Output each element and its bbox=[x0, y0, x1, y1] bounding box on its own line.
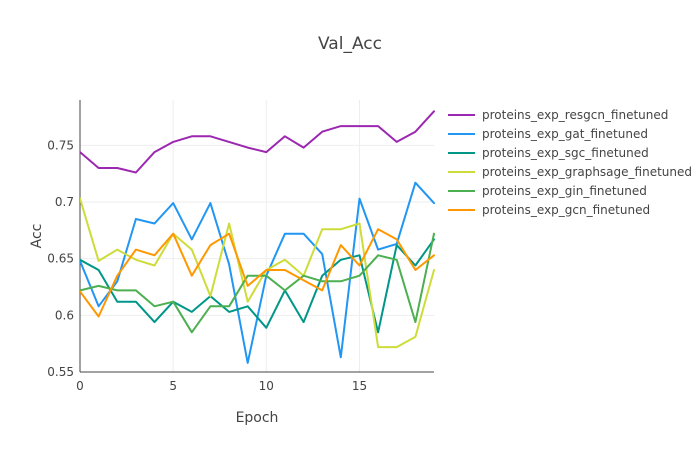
y-tick-label: 0.7 bbox=[55, 195, 74, 209]
legend-label: proteins_exp_graphsage_finetuned bbox=[482, 165, 692, 179]
y-axis-ticks: 0.55 0.6 0.65 0.7 0.75 bbox=[47, 138, 74, 379]
series-lines bbox=[80, 110, 435, 364]
legend-label: proteins_exp_gcn_finetuned bbox=[482, 203, 650, 217]
legend-label: proteins_exp_sgc_finetuned bbox=[482, 146, 649, 160]
series-line-proteins_exp_resgcn_finetuned bbox=[80, 110, 435, 174]
series-line-proteins_exp_gcn_finetuned bbox=[80, 228, 435, 318]
series-line-proteins_exp_gin_finetuned bbox=[80, 232, 435, 334]
y-tick-label: 0.55 bbox=[47, 365, 74, 379]
y-tick-label: 0.75 bbox=[47, 138, 74, 152]
series-line-proteins_exp_gat_finetuned bbox=[80, 181, 435, 364]
y-tick-label: 0.65 bbox=[47, 252, 74, 266]
y-axis-title: Acc bbox=[29, 224, 45, 249]
series-line-proteins_exp_sgc_finetuned bbox=[80, 238, 435, 334]
legend-label: proteins_exp_gat_finetuned bbox=[482, 127, 648, 141]
legend-label: proteins_exp_gin_finetuned bbox=[482, 184, 647, 198]
x-tick-label: 10 bbox=[259, 379, 274, 393]
legend-label: proteins_exp_resgcn_finetuned bbox=[482, 108, 668, 122]
y-tick-label: 0.6 bbox=[55, 308, 74, 322]
gridlines bbox=[79, 100, 434, 373]
chart-title: Val_Acc bbox=[318, 34, 382, 54]
x-tick-label: 15 bbox=[352, 379, 367, 393]
legend: proteins_exp_resgcn_finetuned proteins_ex… bbox=[448, 108, 692, 217]
x-axis-ticks: 0 5 10 15 bbox=[76, 379, 367, 393]
x-axis-title: Epoch bbox=[236, 410, 279, 426]
x-tick-label: 0 bbox=[76, 379, 84, 393]
series-line-proteins_exp_graphsage_finetuned bbox=[80, 197, 435, 349]
x-tick-label: 5 bbox=[169, 379, 177, 393]
